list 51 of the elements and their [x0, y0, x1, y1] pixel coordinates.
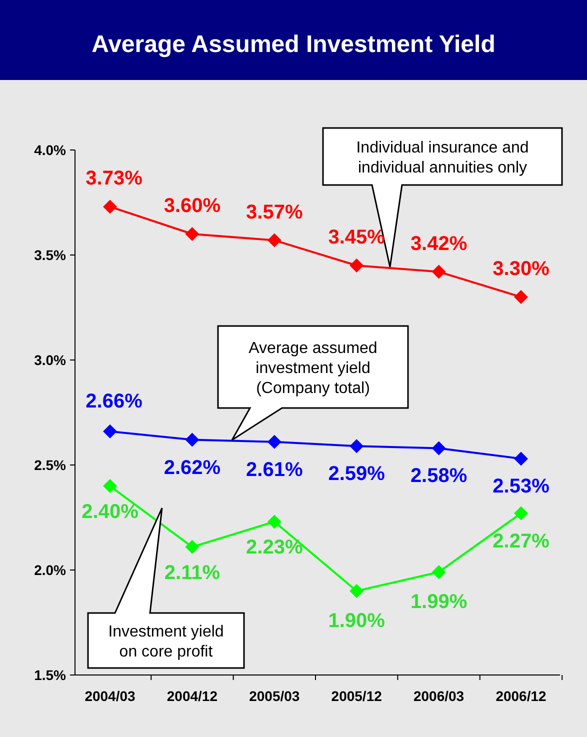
- point: [185, 432, 200, 447]
- x-tick-label: 2006/03: [413, 688, 464, 704]
- data-label: 2.61%: [246, 458, 303, 481]
- point: [514, 452, 528, 466]
- x-tick-label: 2004/03: [84, 688, 136, 704]
- data-label: 1.99%: [410, 591, 468, 614]
- y-tick-label: 3.0%: [34, 352, 67, 368]
- x-tick-label: 2004/12: [166, 688, 218, 704]
- point: [185, 227, 200, 241]
- data-label: 2.66%: [86, 390, 143, 412]
- data-label: 2.40%: [82, 501, 139, 523]
- point: [514, 290, 528, 304]
- point: [267, 434, 282, 449]
- y-tick-label: 4.0%: [34, 142, 67, 158]
- annotation: Investment yield on core profit: [108, 624, 224, 660]
- point: [103, 200, 117, 214]
- chart-title: Average Assumed Investment Yield: [92, 31, 496, 58]
- point: [432, 441, 446, 456]
- y-tick-label: 1.5%: [34, 667, 67, 683]
- y-tick-label: 2.0%: [34, 562, 67, 578]
- point: [267, 233, 282, 248]
- data-label: 2.27%: [492, 530, 550, 552]
- x-tick-label: 2005/03: [249, 688, 300, 704]
- point: [514, 506, 528, 520]
- point: [185, 540, 200, 554]
- point: [350, 584, 364, 598]
- point: [350, 258, 364, 272]
- data-label: 1.90%: [328, 610, 386, 632]
- point: [103, 479, 117, 493]
- data-label: 3.42%: [410, 232, 468, 255]
- point: [432, 565, 446, 580]
- y-tick-label: 3.5%: [34, 247, 67, 263]
- data-label: 3.73%: [86, 168, 143, 190]
- point: [432, 264, 446, 279]
- data-label: 2.23%: [246, 536, 303, 559]
- data-label: 2.58%: [410, 465, 468, 488]
- annotation: Individual insurance and individual annuities only: [356, 140, 529, 176]
- point: [267, 514, 282, 529]
- y-tick-label: 2.5%: [34, 457, 67, 473]
- data-label: 3.30%: [492, 258, 550, 280]
- point: [103, 424, 117, 438]
- annotation: Average assumed investment yield (Company total): [248, 340, 378, 397]
- data-label: 2.59%: [328, 463, 386, 486]
- data-label: 2.11%: [164, 562, 220, 584]
- data-label: 2.53%: [492, 476, 550, 498]
- x-tick-label: 2006/12: [496, 688, 547, 704]
- point: [350, 439, 364, 454]
- x-tick-label: 2005/12: [331, 688, 382, 704]
- data-label: 3.60%: [164, 195, 221, 217]
- data-label: 3.57%: [246, 201, 303, 224]
- data-label: 2.62%: [164, 456, 221, 479]
